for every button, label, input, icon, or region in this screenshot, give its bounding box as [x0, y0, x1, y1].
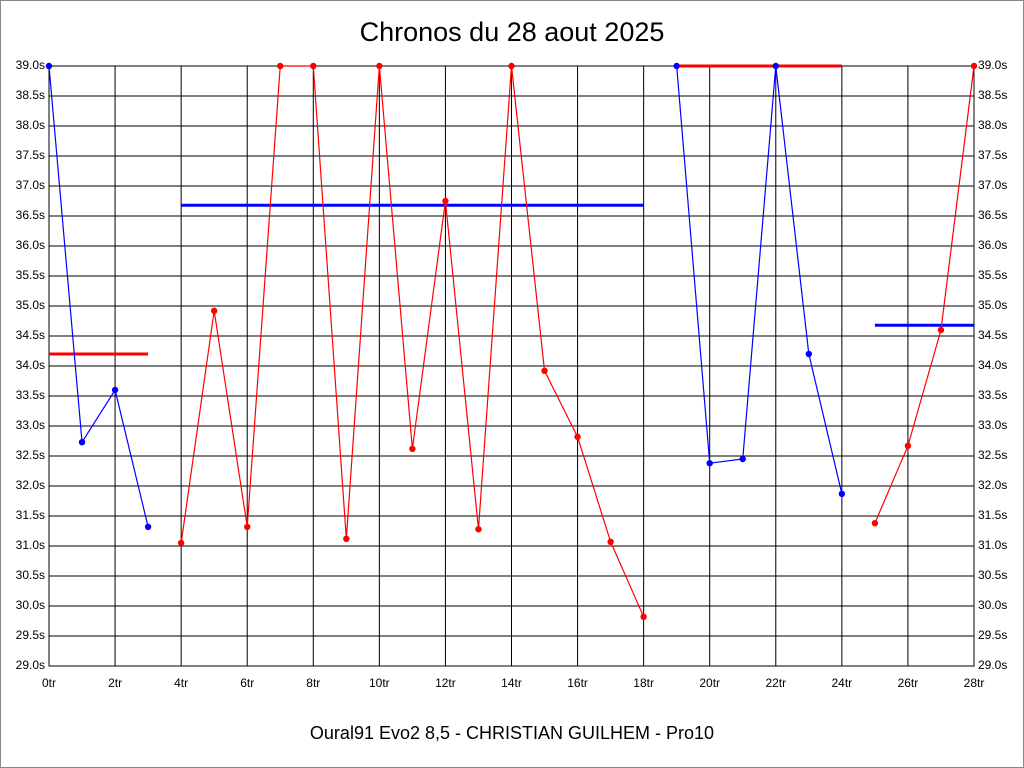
data-point — [805, 350, 813, 358]
y2-tick-label: 33.5s — [978, 388, 1007, 402]
y-tick-label: 38.5s — [16, 88, 45, 102]
y2-tick-label: 37.5s — [978, 148, 1007, 162]
data-point — [78, 439, 86, 446]
data-point — [541, 367, 548, 374]
series-line — [48, 65, 149, 527]
data-point — [210, 307, 218, 314]
x-tick-label: 22tr — [765, 676, 786, 690]
y-tick-label: 34.5s — [16, 328, 45, 342]
y-tick-label: 38.0s — [16, 118, 45, 132]
y-tick-label: 32.5s — [16, 448, 45, 462]
y-tick-label: 33.0s — [16, 418, 45, 432]
y-tick-label: 37.0s — [16, 178, 45, 192]
x-tick-label: 16tr — [567, 676, 588, 690]
x-tick-label: 18tr — [633, 676, 654, 690]
y-tick-label: 35.5s — [16, 268, 45, 282]
data-point — [475, 526, 482, 533]
y-tick-label: 37.5s — [16, 148, 45, 162]
data-point — [343, 535, 350, 542]
data-point — [177, 539, 185, 547]
x-tick-label: 8tr — [306, 676, 320, 690]
y2-tick-label: 35.5s — [978, 268, 1007, 282]
x-tick-label: 24tr — [832, 676, 853, 690]
x-tick-label: 2tr — [108, 676, 122, 690]
y-tick-label: 30.5s — [16, 568, 45, 582]
data-point — [45, 62, 53, 70]
y2-tick-label: 36.0s — [978, 238, 1007, 252]
y2-tick-label: 38.0s — [978, 118, 1007, 132]
x-tick-label: 12tr — [435, 676, 456, 690]
data-point — [706, 460, 713, 467]
y-tick-label: 29.5s — [16, 628, 45, 642]
y2-tick-label: 33.0s — [978, 418, 1007, 432]
y2-tick-label: 29.5s — [978, 628, 1007, 642]
y2-tick-label: 31.5s — [978, 508, 1007, 522]
chart-footer: Oural91 Evo2 8,5 - CHRISTIAN GUILHEM - P… — [310, 723, 714, 743]
y-tick-label: 32.0s — [16, 478, 45, 492]
data-point — [838, 490, 846, 497]
y2-tick-label: 32.0s — [978, 478, 1007, 492]
data-point — [508, 62, 515, 70]
data-point — [442, 197, 449, 205]
x-tick-label: 10tr — [369, 676, 390, 690]
data-point — [111, 386, 119, 394]
x-tick-label: 20tr — [699, 676, 720, 690]
data-point — [376, 62, 383, 70]
y2-tick-label: 31.0s — [978, 538, 1007, 552]
y-tick-label: 31.0s — [16, 538, 45, 552]
y-tick-label: 30.0s — [16, 598, 45, 612]
y2-tick-label: 32.5s — [978, 448, 1007, 462]
y2-tick-label: 39.0s — [978, 58, 1007, 72]
y2-tick-label: 35.0s — [978, 298, 1007, 312]
y2-tick-label: 30.5s — [978, 568, 1007, 582]
x-tick-label: 6tr — [240, 676, 254, 690]
series-line — [874, 65, 975, 524]
y-tick-label: 33.5s — [16, 388, 45, 402]
y-tick-label: 39.0s — [16, 58, 45, 72]
data-point — [277, 62, 284, 70]
y2-tick-label: 34.0s — [978, 358, 1007, 372]
data-point — [904, 442, 912, 449]
data-point — [144, 523, 152, 530]
x-tick-label: 0tr — [42, 676, 56, 690]
x-tick-label: 26tr — [898, 676, 919, 690]
y2-tick-label: 38.5s — [978, 88, 1007, 102]
series-line — [676, 65, 843, 494]
data-point — [871, 520, 879, 527]
x-tick-label: 14tr — [501, 676, 522, 690]
y-tick-label: 36.0s — [16, 238, 45, 252]
data-point — [574, 433, 581, 440]
x-tick-label: 28tr — [964, 676, 985, 690]
y2-tick-label: 37.0s — [978, 178, 1007, 192]
y-tick-label: 31.5s — [16, 508, 45, 522]
y-tick-label: 35.0s — [16, 298, 45, 312]
y2-tick-label: 36.5s — [978, 208, 1007, 222]
data-point — [607, 538, 614, 545]
data-point — [244, 523, 251, 530]
data-point — [739, 455, 746, 463]
data-point — [673, 62, 680, 70]
data-point — [409, 445, 416, 452]
y2-tick-label: 30.0s — [978, 598, 1007, 612]
chart-title: Chronos du 28 aout 2025 — [360, 17, 665, 47]
y-tick-label: 34.0s — [16, 358, 45, 372]
y-tick-label: 36.5s — [16, 208, 45, 222]
data-point — [970, 62, 978, 70]
y2-tick-label: 34.5s — [978, 328, 1007, 342]
data-point — [772, 62, 779, 70]
data-point — [937, 326, 945, 334]
y-tick-label: 29.0s — [16, 658, 45, 672]
x-tick-label: 4tr — [174, 676, 188, 690]
data-point — [310, 62, 317, 70]
data-point — [640, 613, 647, 620]
y2-tick-label: 29.0s — [978, 658, 1007, 672]
